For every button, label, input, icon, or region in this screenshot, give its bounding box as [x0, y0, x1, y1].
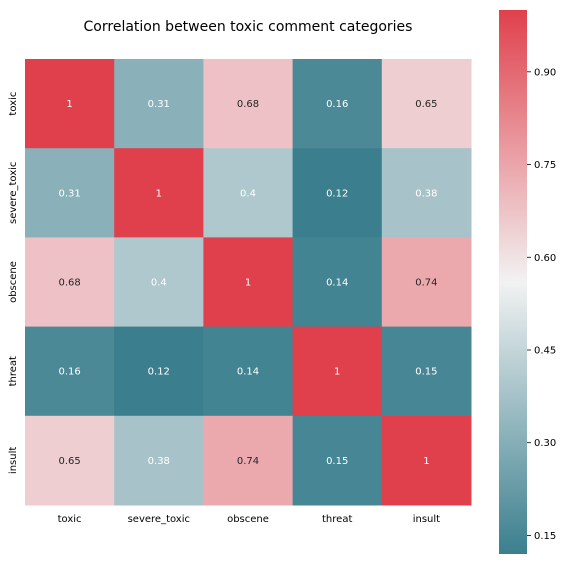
heatmap-cell-threat-obscene — [203, 326, 294, 417]
heatmap-cell-severe_toxic-severe_toxic — [114, 148, 204, 238]
cell-value-label: 0.16 — [58, 367, 80, 378]
chart-title: Correlation between toxic comment catego… — [84, 19, 413, 35]
cell-value-label: 0.31 — [148, 99, 170, 110]
heatmap-cell-toxic-severe_toxic — [114, 59, 204, 149]
y-tick-label: obscene — [8, 261, 19, 303]
cell-value-label: 0.65 — [58, 456, 80, 467]
heatmap-cell-insult-toxic — [25, 415, 115, 506]
colorbar-tick-label: 0.30 — [534, 438, 556, 449]
cell-value-label: 0.68 — [237, 99, 259, 110]
colorbar — [499, 10, 527, 554]
cell-value-label: 0.15 — [326, 456, 348, 467]
heatmap-cell-obscene-threat — [292, 237, 383, 328]
heatmap-cell-severe_toxic-obscene — [203, 148, 294, 238]
heatmap-cell-insult-obscene — [203, 415, 294, 506]
cell-value-label: 0.4 — [151, 278, 167, 289]
heatmap-cell-obscene-insult — [381, 237, 472, 328]
heatmap-cell-toxic-insult — [381, 59, 472, 149]
cell-value-label: 0.68 — [58, 278, 80, 289]
heatmap-cell-threat-threat — [292, 326, 383, 417]
cell-value-label: 1 — [66, 99, 72, 110]
heatmap-cell-severe_toxic-insult — [381, 148, 472, 238]
y-tick-label: insult — [8, 447, 19, 474]
x-tick-label: threat — [322, 514, 352, 525]
colorbar-tick-label: 0.75 — [534, 160, 556, 171]
cell-value-label: 0.4 — [240, 188, 256, 199]
y-tick-label: threat — [8, 356, 19, 386]
heatmap-cell-severe_toxic-threat — [292, 148, 383, 238]
colorbar-tick-label: 0.15 — [534, 531, 556, 542]
cell-value-label: 0.31 — [58, 188, 80, 199]
colorbar-tick-label: 0.90 — [534, 67, 556, 78]
cell-value-label: 0.14 — [237, 367, 259, 378]
cell-value-label: 0.16 — [326, 99, 348, 110]
heatmap-cell-insult-severe_toxic — [114, 415, 204, 506]
heatmap-cell-threat-severe_toxic — [114, 326, 204, 417]
cell-value-label: 0.14 — [326, 278, 348, 289]
x-axis-tick-labels: toxic severe_toxic obscene threat insult — [58, 514, 441, 525]
heatmap-cell-obscene-severe_toxic — [114, 237, 204, 328]
y-tick-label: severe_toxic — [8, 162, 19, 224]
x-tick-label: severe_toxic — [128, 514, 190, 525]
cell-value-label: 0.38 — [415, 188, 437, 199]
cell-value-label: 0.38 — [148, 456, 170, 467]
heatmap-cell-toxic-toxic — [25, 59, 115, 149]
cell-value-label: 0.74 — [237, 456, 259, 467]
cell-value-label: 0.15 — [415, 367, 437, 378]
x-tick-label: toxic — [58, 514, 82, 525]
cell-value-label: 1 — [334, 367, 340, 378]
cell-value-label: 0.12 — [326, 188, 348, 199]
heatmap-cell-obscene-obscene — [203, 237, 294, 328]
colorbar-ticks: 0.15 0.30 0.45 0.60 0.75 0.90 — [527, 67, 556, 542]
x-tick-label: obscene — [227, 514, 269, 525]
heatmap-cell-severe_toxic-toxic — [25, 148, 115, 238]
heatmap-cell-threat-insult — [381, 326, 472, 417]
y-tick-label: toxic — [8, 92, 19, 116]
heatmap-cell-toxic-obscene — [203, 59, 294, 149]
heatmap-cell-toxic-threat — [292, 59, 383, 149]
heatmap-cell-insult-insult — [381, 415, 472, 506]
cell-value-label: 0.65 — [415, 99, 437, 110]
cell-value-label: 1 — [423, 456, 429, 467]
x-tick-label: insult — [413, 514, 440, 525]
heatmap-cell-obscene-toxic — [25, 237, 115, 328]
cell-value-label: 1 — [156, 188, 162, 199]
cell-value-label: 0.12 — [148, 367, 170, 378]
cell-value-label: 0.74 — [415, 278, 437, 289]
heatmap-cells: 1 0.31 0.68 0.16 0.65 0.31 1 0.4 0.12 0.38 0.68 0.4… — [25, 59, 472, 506]
heatmap-cell-insult-threat — [292, 415, 383, 506]
colorbar-tick-label: 0.60 — [534, 253, 556, 264]
heatmap-cell-threat-toxic — [25, 326, 115, 417]
colorbar-tick-label: 0.45 — [534, 346, 556, 357]
cell-value-label: 1 — [245, 278, 251, 289]
